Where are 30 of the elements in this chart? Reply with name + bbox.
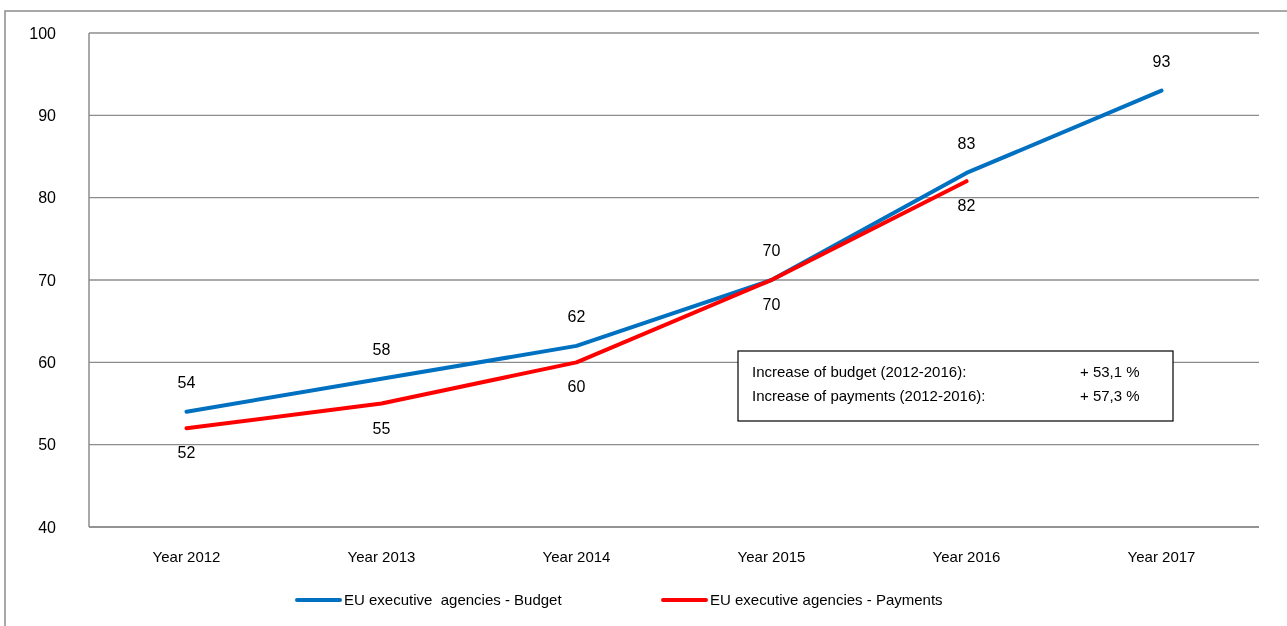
data-label: 93 — [1152, 52, 1171, 70]
data-label: 83 — [957, 134, 976, 152]
data-label: 82 — [957, 197, 976, 215]
y-tick-label: 80 — [38, 189, 57, 207]
x-tick-label: Year 2014 — [542, 548, 611, 565]
annotation: Increase of payments (2012-2016): — [752, 387, 986, 404]
x-tick-label: Year 2017 — [1127, 548, 1196, 565]
y-tick-label: 50 — [38, 436, 57, 454]
y-tick-label: 70 — [38, 271, 57, 289]
data-label: 60 — [567, 378, 586, 396]
x-tick-label: Year 2015 — [737, 548, 806, 565]
data-label: 70 — [762, 242, 781, 259]
x-tick-label: Year 2013 — [347, 548, 416, 565]
x-tick-label: Year 2012 — [152, 548, 221, 565]
legend-label: EU executive agencies - Budget — [344, 591, 563, 609]
data-label: 58 — [372, 340, 391, 358]
data-label: 62 — [567, 307, 586, 325]
x-tick-label: Year 2016 — [932, 548, 1001, 565]
y-tick-label: 40 — [38, 518, 57, 536]
data-label: 52 — [177, 444, 196, 462]
data-label: 54 — [177, 373, 196, 391]
annotation: + 57,3 % — [1080, 387, 1140, 404]
y-tick-label: 100 — [29, 24, 57, 42]
y-tick-label: 90 — [38, 106, 57, 124]
y-tick-label: 60 — [38, 353, 57, 371]
legend-label: EU executive agencies - Payments — [710, 591, 943, 609]
data-label: 55 — [372, 419, 391, 437]
annotation: Increase of budget (2012-2016): — [752, 363, 967, 380]
data-label: 70 — [762, 296, 781, 313]
annotation: + 53,1 % — [1080, 363, 1140, 380]
